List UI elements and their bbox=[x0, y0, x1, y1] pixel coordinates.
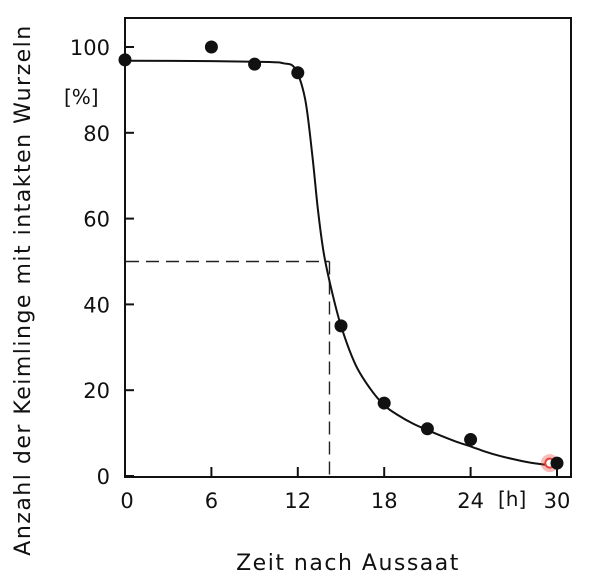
y-tick-label: 40 bbox=[83, 293, 110, 317]
x-axis-title: Zeit nach Aussaat bbox=[236, 551, 460, 576]
y-tick-label: 0 bbox=[97, 465, 110, 489]
data-point bbox=[291, 66, 305, 80]
x-tick-label: 18 bbox=[371, 489, 398, 513]
ticks bbox=[124, 46, 558, 477]
data-point bbox=[334, 319, 348, 333]
y-axis-title: Anzahl der Keimlinge mit intakten Wurzel… bbox=[11, 24, 36, 555]
data-point bbox=[420, 422, 434, 436]
y-tick-label: 60 bbox=[83, 208, 110, 232]
reference-lines bbox=[126, 260, 331, 475]
data-point bbox=[377, 396, 391, 410]
data-point bbox=[464, 433, 478, 447]
x-tick-label: 0 bbox=[120, 489, 133, 513]
x-tick-label: 12 bbox=[284, 489, 311, 513]
data-point bbox=[550, 456, 564, 470]
data-point bbox=[118, 53, 132, 67]
y-tick-label: 100 bbox=[70, 36, 110, 60]
plot-frame bbox=[124, 17, 572, 478]
y-tick-label: 80 bbox=[83, 122, 110, 146]
x-tick-label: 30 bbox=[544, 489, 571, 513]
y-unit-label: [%] bbox=[64, 85, 99, 109]
data-points bbox=[118, 40, 564, 473]
tick-labels: 0 20 40 60 80 100 0 6 12 18 24 30 bbox=[70, 36, 570, 513]
y-tick-label: 20 bbox=[83, 379, 110, 403]
fit-curve-group bbox=[124, 59, 558, 468]
x-unit-label: [h] bbox=[498, 487, 526, 511]
x-tick-label: 6 bbox=[205, 489, 218, 513]
data-point bbox=[204, 40, 218, 54]
x-tick-label: 24 bbox=[457, 489, 484, 513]
data-point bbox=[248, 57, 262, 71]
fit-curve bbox=[124, 59, 558, 468]
